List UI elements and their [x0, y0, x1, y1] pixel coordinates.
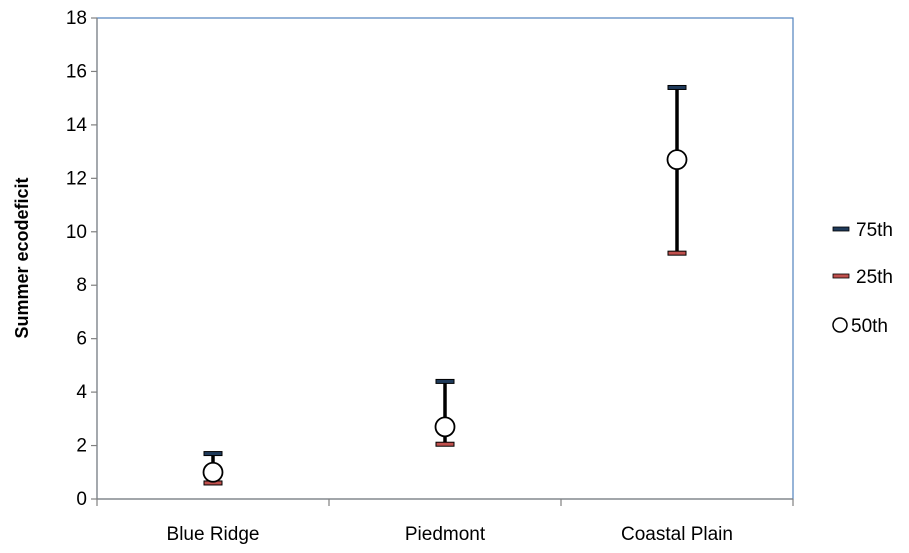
y-tick-label: 12	[66, 168, 87, 189]
legend-symbol-75th	[832, 226, 850, 232]
legend-label-50th: 50th	[851, 316, 888, 337]
marker-25th	[435, 441, 455, 447]
marker-75th	[667, 84, 687, 90]
y-tick-label: 16	[66, 61, 87, 82]
y-tick-label: 2	[76, 436, 87, 457]
y-tick-label: 6	[76, 329, 87, 350]
marker-75th	[203, 451, 223, 457]
y-axis-title: Summer ecodeficit	[12, 177, 32, 338]
x-tick-label: Blue Ridge	[167, 524, 260, 545]
y-tick-label: 18	[66, 8, 87, 29]
legend-symbol-25th	[832, 273, 850, 279]
y-tick-label: 0	[76, 489, 87, 510]
marker-50th	[666, 149, 688, 171]
x-tick-label: Coastal Plain	[621, 524, 733, 545]
legend-symbol-50th	[832, 317, 848, 333]
marker-25th	[667, 250, 687, 256]
y-tick-label: 10	[66, 222, 87, 243]
y-tick-label: 4	[76, 382, 87, 403]
legend-label-75th: 75th	[856, 220, 893, 241]
marker-75th	[435, 378, 455, 384]
marker-50th	[202, 461, 224, 483]
legend-label-25th: 25th	[856, 267, 893, 288]
x-tick-label: Piedmont	[405, 524, 486, 545]
marker-50th	[434, 416, 456, 438]
y-tick-label: 14	[66, 115, 88, 136]
y-tick-label: 8	[76, 275, 87, 296]
